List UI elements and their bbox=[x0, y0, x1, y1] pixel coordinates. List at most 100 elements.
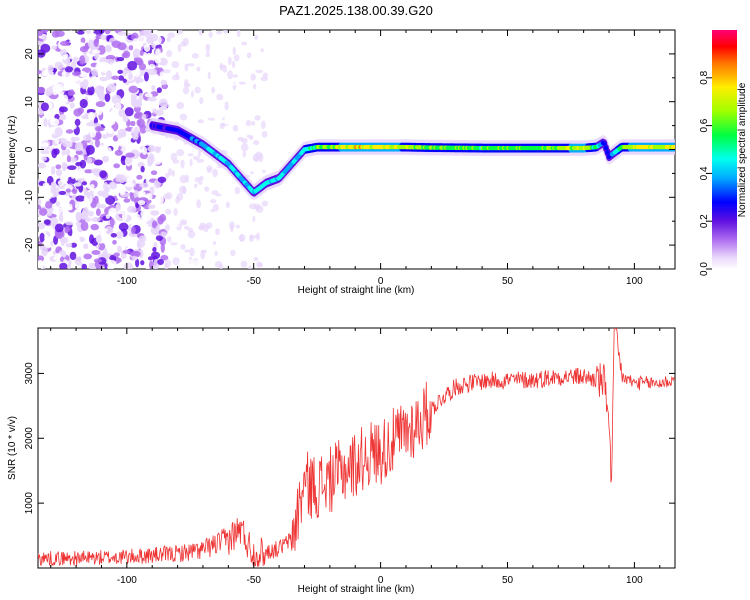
noise-speckle bbox=[255, 151, 263, 160]
noise-speckle bbox=[173, 208, 178, 216]
noise-speckle bbox=[59, 48, 67, 57]
noise-speckle bbox=[249, 234, 254, 240]
noise-speckle bbox=[71, 188, 78, 194]
x-tick-label: -100 bbox=[117, 276, 137, 287]
noise-speckle bbox=[177, 43, 182, 53]
noise-speckle bbox=[110, 79, 115, 85]
noise-speckle bbox=[80, 221, 89, 232]
noise-speckle bbox=[128, 72, 134, 80]
noise-speckle bbox=[95, 138, 100, 148]
noise-speckle bbox=[241, 137, 248, 144]
noise-speckle bbox=[113, 252, 120, 257]
noise-speckle bbox=[40, 102, 49, 112]
noise-speckle bbox=[115, 167, 120, 173]
noise-speckle bbox=[50, 185, 57, 194]
noise-speckle bbox=[97, 228, 108, 233]
noise-speckle bbox=[180, 159, 185, 169]
noise-speckle bbox=[49, 217, 59, 226]
noise-speckle bbox=[79, 159, 87, 169]
noise-speckle bbox=[54, 253, 62, 259]
noise-speckle bbox=[75, 195, 86, 202]
y-tick-label: -10 bbox=[24, 190, 35, 205]
noise-speckle bbox=[227, 56, 232, 66]
noise-speckle bbox=[118, 222, 129, 231]
noise-speckle bbox=[109, 217, 115, 227]
noise-speckle bbox=[95, 126, 102, 132]
noise-speckle bbox=[138, 63, 147, 71]
noise-speckle bbox=[41, 70, 49, 77]
noise-speckle bbox=[49, 118, 60, 126]
noise-speckle bbox=[184, 174, 190, 183]
noise-speckle bbox=[117, 210, 125, 215]
snr-frame bbox=[37, 327, 676, 569]
spectrogram-heatmap bbox=[38, 30, 675, 269]
noise-speckle bbox=[238, 234, 246, 242]
noise-speckle bbox=[186, 63, 195, 67]
noise-speckle bbox=[183, 225, 190, 230]
noise-speckle bbox=[138, 92, 144, 102]
noise-speckle bbox=[118, 61, 127, 66]
noise-speckle bbox=[246, 52, 252, 59]
noise-speckle bbox=[193, 183, 198, 188]
noise-speckle bbox=[140, 260, 145, 266]
noise-speckle bbox=[40, 150, 50, 155]
noise-speckle bbox=[122, 78, 127, 83]
noise-speckle bbox=[104, 30, 111, 35]
noise-speckle bbox=[83, 253, 93, 260]
noise-speckle bbox=[157, 176, 167, 183]
noise-speckle bbox=[114, 102, 122, 111]
noise-speckle bbox=[121, 211, 128, 221]
noise-speckle bbox=[133, 213, 141, 221]
noise-speckle bbox=[122, 114, 129, 123]
noise-speckle bbox=[156, 168, 164, 174]
noise-speckle bbox=[117, 245, 122, 254]
noise-speckle bbox=[223, 116, 230, 125]
noise-speckle bbox=[105, 124, 112, 134]
noise-speckle bbox=[148, 63, 156, 69]
noise-speckle bbox=[87, 85, 95, 96]
noise-speckle bbox=[79, 211, 89, 220]
noise-speckle bbox=[136, 174, 143, 180]
colorbar-tick-label: 0.4 bbox=[699, 166, 710, 180]
noise-speckle bbox=[50, 165, 56, 176]
noise-speckle bbox=[235, 224, 240, 229]
noise-speckle bbox=[256, 232, 260, 241]
noise-speckle bbox=[65, 188, 71, 193]
noise-speckle bbox=[241, 41, 248, 46]
noise-speckle bbox=[45, 201, 53, 209]
noise-speckle bbox=[242, 159, 251, 164]
noise-speckle bbox=[66, 155, 71, 163]
x-tick-label: 0 bbox=[378, 276, 384, 287]
noise-speckle bbox=[176, 101, 185, 110]
noise-speckle bbox=[39, 232, 45, 243]
noise-speckle bbox=[88, 210, 94, 217]
noise-speckle bbox=[140, 165, 145, 173]
noise-speckle bbox=[61, 98, 67, 108]
noise-speckle bbox=[105, 226, 114, 235]
noise-speckle bbox=[154, 194, 161, 205]
colorbar-ticks: 0.0 0.2 0.4 0.6 0.8 bbox=[699, 70, 712, 276]
noise-speckle bbox=[122, 50, 131, 59]
noise-speckle bbox=[55, 164, 62, 170]
noise-speckle bbox=[162, 69, 171, 74]
noise-speckle bbox=[64, 66, 74, 73]
noise-speckle bbox=[245, 120, 252, 127]
noise-speckle bbox=[171, 170, 175, 177]
noise-speckle bbox=[208, 31, 213, 38]
noise-speckle bbox=[238, 81, 246, 85]
y-tick-label: -20 bbox=[24, 237, 35, 252]
noise-speckle bbox=[236, 30, 241, 38]
noise-speckle bbox=[254, 115, 261, 121]
noise-speckle bbox=[151, 85, 156, 91]
ridge-core bbox=[602, 141, 607, 146]
noise-speckle bbox=[255, 205, 264, 213]
noise-speckle bbox=[127, 60, 138, 71]
noise-speckle bbox=[196, 66, 201, 72]
noise-speckle bbox=[172, 257, 180, 266]
noise-speckle bbox=[67, 165, 77, 171]
noise-speckle bbox=[74, 182, 82, 187]
ridge-core bbox=[672, 144, 675, 150]
noise-speckle bbox=[128, 240, 137, 248]
noise-speckle bbox=[164, 208, 172, 215]
